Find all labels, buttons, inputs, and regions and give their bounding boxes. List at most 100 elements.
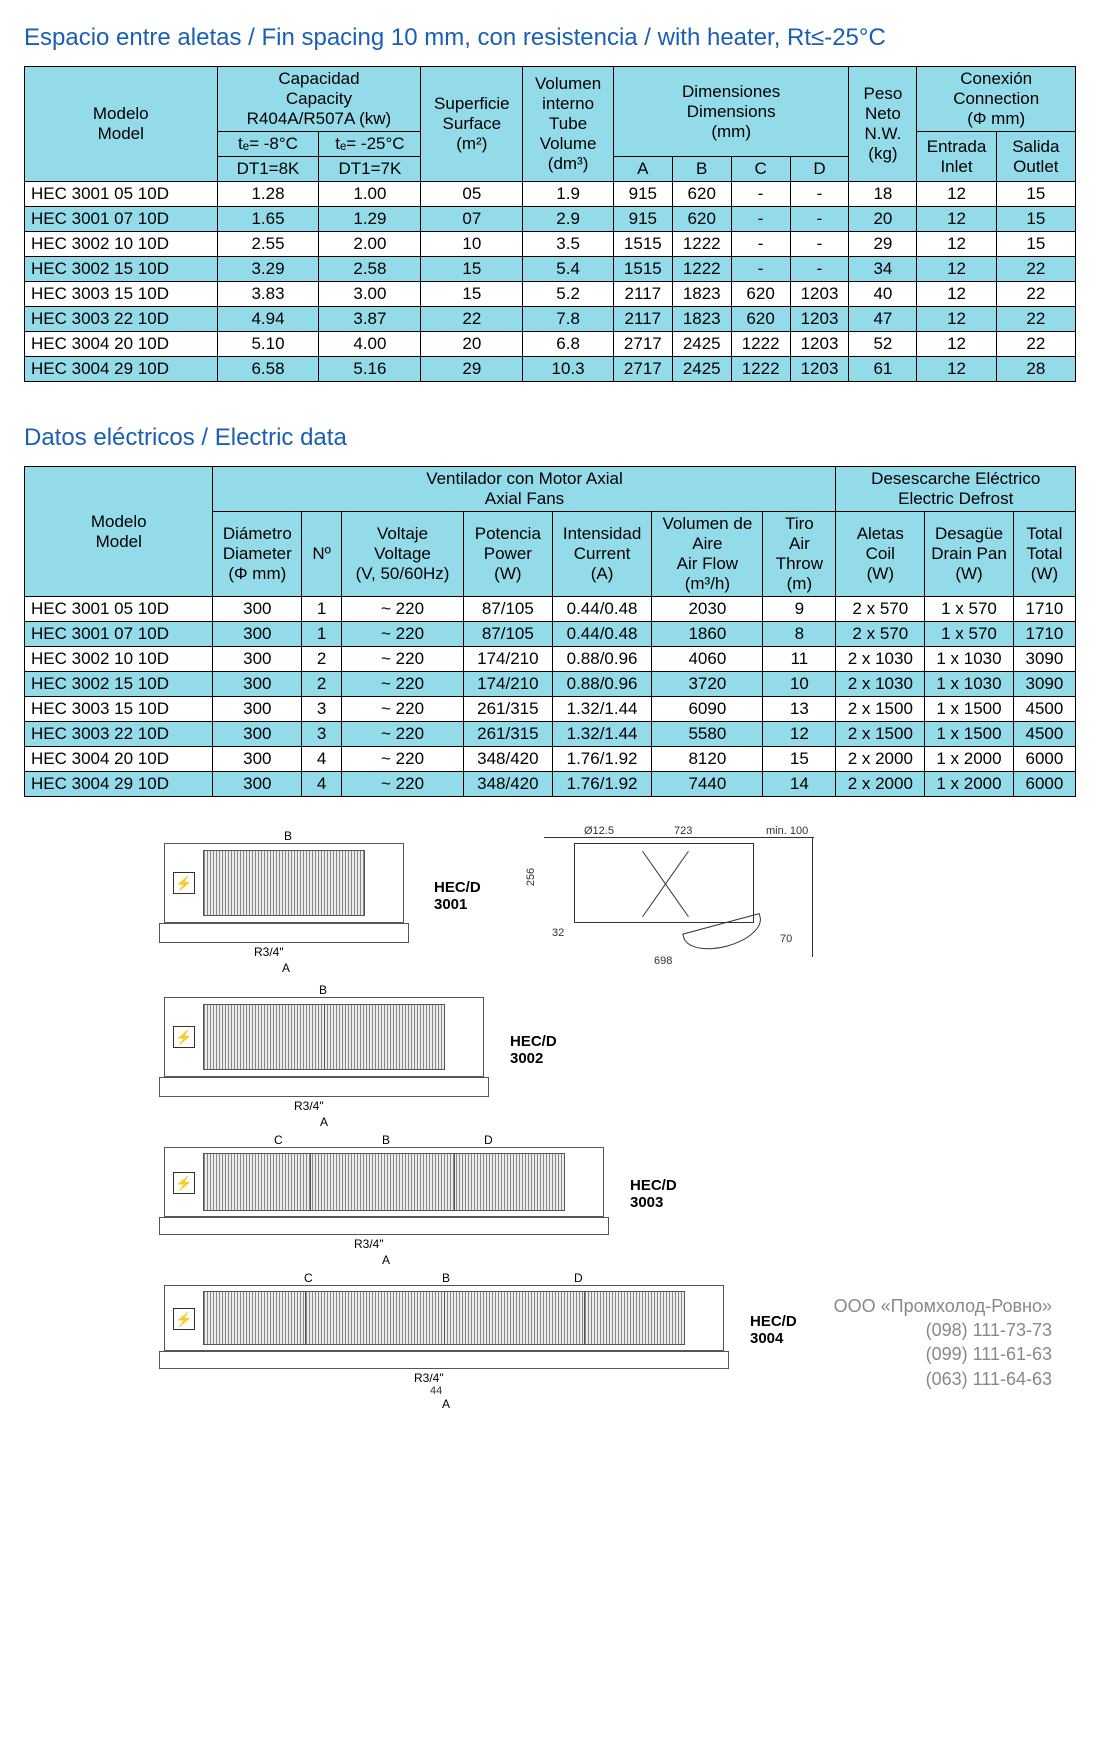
- table-cell: ~ 220: [342, 747, 464, 772]
- table-cell: 3720: [652, 672, 763, 697]
- table-cell: 300: [213, 622, 302, 647]
- footer-company: ООО «Промхолод-Ровно»: [834, 1294, 1052, 1318]
- hdr2-model-1: Modelo: [29, 512, 208, 532]
- dim-d6: 698: [654, 955, 672, 967]
- table-cell: 0.88/0.96: [552, 647, 652, 672]
- table-cell: 1.76/1.92: [552, 772, 652, 797]
- dim-B: B: [382, 1133, 390, 1147]
- hdr-con-1: Conexión: [921, 69, 1071, 89]
- table-cell: HEC 3004 29 10D: [25, 772, 213, 797]
- table-cell: 4: [302, 772, 342, 797]
- dim-d1: Ø12.5: [584, 825, 614, 837]
- table-cell: 1823: [672, 282, 731, 307]
- hdr-dim-1: Dimensiones: [618, 82, 845, 102]
- table-cell: HEC 3001 05 10D: [25, 182, 218, 207]
- table-cell: 2425: [672, 332, 731, 357]
- table-cell: 3.29: [217, 257, 319, 282]
- r34: R3/4": [294, 1099, 324, 1113]
- table-cell: 4500: [1013, 697, 1075, 722]
- table-cell: 1 x 2000: [925, 772, 1014, 797]
- label-3001: HEC/D 3001: [434, 879, 481, 913]
- page-title-2: Datos eléctricos / Electric data: [24, 424, 1076, 452]
- table-cell: 300: [213, 647, 302, 672]
- table-cell: HEC 3002 10 10D: [25, 232, 218, 257]
- hdr-vol-4: Volume: [527, 134, 609, 154]
- table-cell: HEC 3003 22 10D: [25, 722, 213, 747]
- table-cell: 1710: [1013, 622, 1075, 647]
- spec-table-1: Modelo Model Capacidad Capacity R404A/R5…: [24, 66, 1076, 382]
- table-cell: 22: [996, 257, 1075, 282]
- dim-B: B: [319, 983, 327, 997]
- label-3003: HEC/D 3003: [630, 1177, 677, 1211]
- table-cell: 3: [302, 697, 342, 722]
- table-cell: 1: [302, 622, 342, 647]
- table-cell: 3.87: [319, 307, 421, 332]
- table-cell: 1 x 2000: [925, 747, 1014, 772]
- table-cell: -: [731, 232, 790, 257]
- table-cell: 4: [302, 747, 342, 772]
- table-cell: 300: [213, 597, 302, 622]
- dim-d3: min. 100: [766, 825, 808, 837]
- table-cell: -: [731, 182, 790, 207]
- table-cell: 20: [849, 207, 917, 232]
- table-cell: 22: [996, 282, 1075, 307]
- table-cell: 300: [213, 697, 302, 722]
- table-cell: ~ 220: [342, 772, 464, 797]
- hdr2-flow-4: (m³/h): [656, 574, 758, 594]
- table-cell: 2.9: [523, 207, 614, 232]
- table-cell: 620: [731, 307, 790, 332]
- table-cell: 1222: [672, 232, 731, 257]
- dim-d5: 32: [552, 927, 564, 939]
- table-cell: HEC 3003 15 10D: [25, 697, 213, 722]
- table-cell: 22: [996, 332, 1075, 357]
- table-cell: 6.8: [523, 332, 614, 357]
- drawings-area: B ⚡ R3/4" A HEC/D 3001 Ø12.5 723 min. 10…: [24, 837, 1076, 1397]
- dim-D: D: [574, 1271, 583, 1285]
- dim-B: B: [284, 829, 292, 843]
- table-cell: 5580: [652, 722, 763, 747]
- hdr2-flow-2: Aire: [656, 534, 758, 554]
- table-cell: 2 x 570: [836, 597, 925, 622]
- hdr-vol-1: Volumen: [527, 74, 609, 94]
- table-cell: 12: [917, 207, 996, 232]
- hdr2-flow-3: Air Flow: [656, 554, 758, 574]
- table-cell: 34: [849, 257, 917, 282]
- table-cell: 52: [849, 332, 917, 357]
- table-cell: 5.2: [523, 282, 614, 307]
- table-cell: 1 x 1030: [925, 672, 1014, 697]
- hdr-cap-3: R404A/R507A (kw): [222, 109, 417, 129]
- table-cell: 5.4: [523, 257, 614, 282]
- table-cell: 5.10: [217, 332, 319, 357]
- table-cell: 13: [763, 697, 836, 722]
- table-cell: 2030: [652, 597, 763, 622]
- table-cell: 2717: [613, 357, 672, 382]
- hdr-dim-3: (mm): [618, 122, 845, 142]
- table-cell: HEC 3004 20 10D: [25, 332, 218, 357]
- table-cell: 07: [421, 207, 523, 232]
- table-cell: 15: [996, 207, 1075, 232]
- table-cell: HEC 3001 05 10D: [25, 597, 213, 622]
- table-cell: 6.58: [217, 357, 319, 382]
- table-cell: HEC 3003 22 10D: [25, 307, 218, 332]
- hdr2-n: Nº: [302, 512, 342, 597]
- table-cell: 9: [763, 597, 836, 622]
- table-cell: 915: [613, 182, 672, 207]
- hdr-in-2: Inlet: [921, 157, 991, 177]
- hdr2-flow-1: Volumen de: [656, 514, 758, 534]
- table-cell: 10.3: [523, 357, 614, 382]
- table-cell: ~ 220: [342, 597, 464, 622]
- hdr-in-1: Entrada: [921, 137, 991, 157]
- hdr-C: C: [731, 157, 790, 182]
- spec-table-2: Modelo Model Ventilador con Motor Axial …: [24, 466, 1076, 797]
- table-cell: ~ 220: [342, 672, 464, 697]
- hdr2-volt-2: Voltage: [346, 544, 459, 564]
- table-cell: 174/210: [464, 672, 553, 697]
- table-cell: 1515: [613, 232, 672, 257]
- table-cell: 12: [917, 182, 996, 207]
- table-cell: 12: [763, 722, 836, 747]
- hdr2-pow-2: Power: [468, 544, 548, 564]
- table-cell: 1710: [1013, 597, 1075, 622]
- table-cell: 620: [672, 182, 731, 207]
- table-cell: 5.16: [319, 357, 421, 382]
- hdr2-dia-3: (Φ mm): [217, 564, 297, 584]
